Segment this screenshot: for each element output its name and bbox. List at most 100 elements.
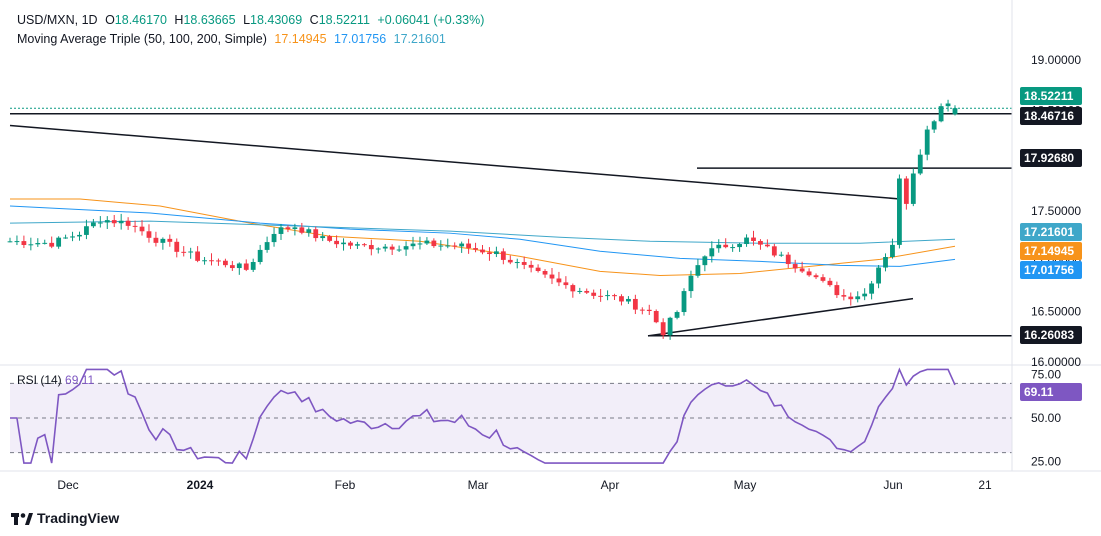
- candle-body: [223, 260, 228, 266]
- candle-body: [744, 237, 749, 245]
- candle-body: [63, 237, 68, 239]
- candle-body: [146, 231, 152, 238]
- candle-body: [438, 245, 444, 247]
- candle-body: [216, 260, 221, 262]
- candle-body: [834, 285, 840, 296]
- candle-body: [348, 242, 353, 246]
- candle-body: [667, 317, 673, 336]
- candle-body: [813, 275, 819, 278]
- candle-body: [257, 249, 263, 263]
- rsi-tick-label: 50.00: [1031, 411, 1061, 425]
- candle-body: [445, 245, 451, 247]
- candle-body: [653, 310, 659, 323]
- candle-body: [897, 178, 902, 245]
- time-tick-label: Jun: [883, 478, 902, 492]
- candle-body: [869, 283, 875, 294]
- candle-body: [14, 241, 20, 243]
- candle-body: [862, 293, 868, 297]
- candle-body: [723, 244, 729, 248]
- candle-body: [855, 296, 861, 300]
- price-tag-ma100: 17.01756: [1020, 261, 1082, 279]
- tradingview-brand: TradingView: [37, 510, 120, 526]
- candle-body: [299, 227, 305, 233]
- candle-body: [167, 238, 173, 242]
- candle-body: [903, 178, 909, 204]
- candle-body: [632, 298, 638, 310]
- candle-body: [209, 260, 214, 262]
- candle-body: [799, 268, 805, 272]
- candle-body: [368, 245, 374, 250]
- candle-body: [334, 240, 339, 245]
- candle-body: [410, 243, 416, 247]
- candle-body: [452, 245, 458, 247]
- candle-body: [646, 309, 652, 311]
- candle-body: [389, 246, 395, 250]
- candle-body: [771, 246, 777, 256]
- candle-body: [730, 247, 736, 249]
- candle-body: [285, 227, 291, 230]
- candle-body: [820, 277, 826, 281]
- candle-body: [792, 264, 798, 269]
- candle-body: [514, 262, 520, 264]
- candle-body: [84, 226, 89, 235]
- time-tick-label: May: [734, 478, 757, 492]
- candle-body: [466, 243, 472, 249]
- candle-body: [709, 248, 715, 257]
- candle-body: [931, 121, 937, 130]
- candle-body: [556, 278, 562, 283]
- candle-body: [883, 256, 888, 268]
- candle-body: [403, 246, 409, 250]
- time-tick-label: Apr: [601, 478, 620, 492]
- candle-body: [876, 267, 881, 284]
- price-tick-label: 16.00000: [1031, 355, 1081, 369]
- candle-body: [674, 312, 680, 318]
- drawn-levels: [9, 107, 1012, 337]
- price-tag-ma200: 17.21601: [1020, 223, 1082, 241]
- candle-body: [806, 271, 812, 276]
- candle-body: [751, 237, 756, 241]
- candle-body: [549, 274, 555, 279]
- price-tag-resistance: 18.46716: [1020, 107, 1082, 125]
- time-tick-label: 2024: [187, 478, 214, 492]
- rsi-value: 69.11: [65, 373, 95, 387]
- candle-body: [42, 242, 48, 244]
- candle-body: [361, 244, 367, 246]
- rsi-label[interactable]: RSI (14): [17, 373, 62, 387]
- ma50-line: [10, 198, 956, 276]
- candle-body: [500, 251, 506, 260]
- candle-body: [660, 322, 666, 336]
- candle-body: [716, 244, 722, 249]
- candle-body: [431, 240, 437, 247]
- open-value: 18.46170: [114, 13, 167, 27]
- candle-body: [681, 291, 687, 313]
- tradingview-footer[interactable]: TradingView: [11, 510, 119, 526]
- open-label: O18.46170: [105, 13, 167, 27]
- change-value: +0.06041 (+0.33%): [377, 13, 485, 27]
- candle-body: [473, 248, 478, 250]
- candle-body: [480, 249, 485, 253]
- low-value: 18.43069: [250, 13, 303, 27]
- high-label: H18.63665: [174, 13, 236, 27]
- candle-body: [695, 265, 701, 276]
- candle-body: [104, 220, 110, 223]
- candle-body: [382, 246, 388, 249]
- candle-body: [619, 296, 624, 302]
- descending-trendline: [9, 124, 901, 200]
- ohlc-legend: USD/MXN, 1D O18.46170 H18.63665 L18.4306…: [17, 13, 488, 27]
- candle-body: [535, 267, 541, 272]
- candle-body: [737, 244, 742, 248]
- candle-body: [396, 249, 402, 251]
- candle-body: [188, 251, 194, 253]
- tradingview-logo-icon: [11, 513, 33, 526]
- rsi-line: [10, 367, 956, 464]
- candle-body: [639, 309, 645, 311]
- candle-body: [278, 227, 284, 234]
- indicator-name[interactable]: Moving Average Triple (50, 100, 200, Sim…: [17, 32, 267, 46]
- candle-body: [424, 240, 430, 244]
- symbol-label[interactable]: USD/MXN, 1D: [17, 13, 98, 27]
- candle-body: [924, 129, 930, 155]
- candle-body: [493, 251, 499, 255]
- ma200-value: 17.21601: [393, 32, 446, 46]
- candle-body: [271, 233, 277, 243]
